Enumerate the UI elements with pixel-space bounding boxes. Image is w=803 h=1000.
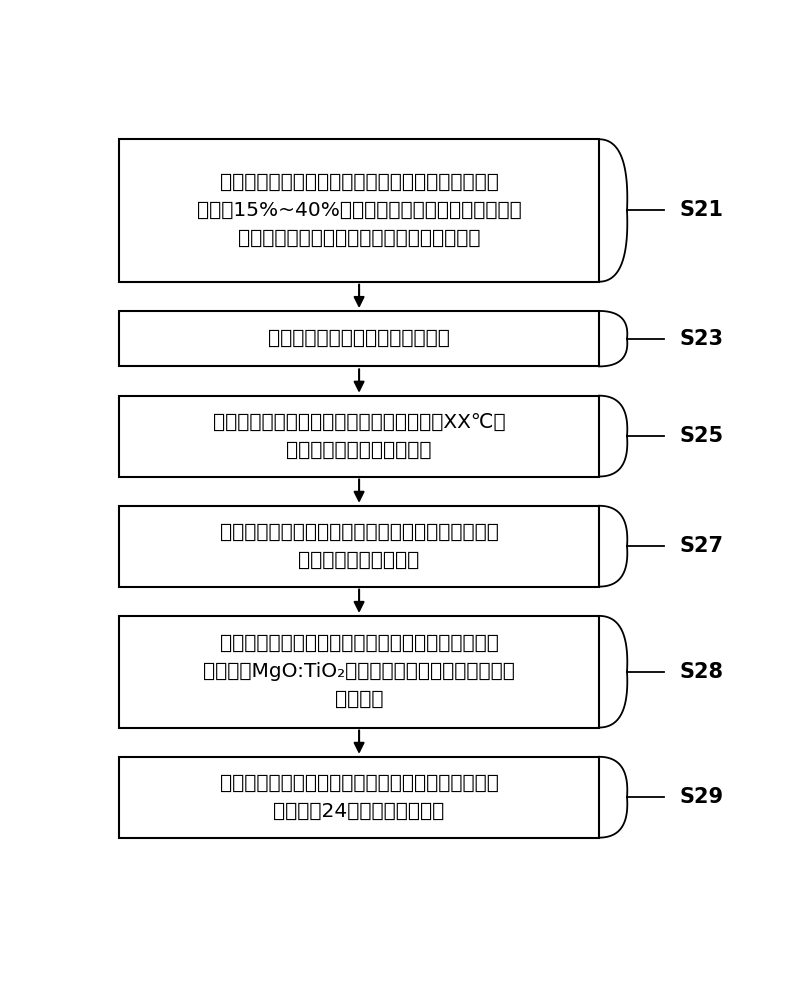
Bar <box>119 396 598 477</box>
Text: S29: S29 <box>679 787 724 807</box>
Bar <box>119 757 598 838</box>
Text: 将氧化锌和二氧化钛杂化电极浸入染料溶液中，避光
吸附染料24小时后清洗并干燥: 将氧化锌和二氧化钛杂化电极浸入染料溶液中，避光 吸附染料24小时后清洗并干燥 <box>219 774 498 821</box>
Bar <box>119 506 598 587</box>
Bar <box>119 139 598 282</box>
Bar <box>119 311 598 366</box>
Text: S28: S28 <box>679 662 723 682</box>
Text: 将经过煅烧的导电基底浸入含有镁离子的溶液中使二
氧化钛薄膜吸附镁离子: 将经过煅烧的导电基底浸入含有镁离子的溶液中使二 氧化钛薄膜吸附镁离子 <box>219 523 498 570</box>
Text: S27: S27 <box>679 536 723 556</box>
Text: S21: S21 <box>679 200 723 220</box>
Text: 将二氧化钛纳米晶颗粒加入溶剂中形成二氧化钛质量
浓度为15%~40%的胶体，之后向胶体中加入表面活
性剂和螯合剂，搅拌均匀后得到二氧化钛胶体: 将二氧化钛纳米晶颗粒加入溶剂中形成二氧化钛质量 浓度为15%~40%的胶体，之后… <box>197 173 521 248</box>
Text: 将导电基底进行煅烧，使吸附有镁离子的二氧化钛薄
膜转换为MgO:TiO₂多孔半导体杂化薄膜，从而得到
杂化电极: 将导电基底进行煅烧，使吸附有镁离子的二氧化钛薄 膜转换为MgO:TiO₂多孔半导… <box>203 634 515 709</box>
Bar <box>119 616 598 728</box>
Text: 将涂敷有二氧化钛胶体的导电基底干燥后在XX℃下
进行煅烧形成二氧化钛薄膜: 将涂敷有二氧化钛胶体的导电基底干燥后在XX℃下 进行煅烧形成二氧化钛薄膜 <box>213 413 505 460</box>
Text: S23: S23 <box>679 329 723 349</box>
Text: 将二氧化钛胶体涂敷在导电基底上: 将二氧化钛胶体涂敷在导电基底上 <box>268 329 450 348</box>
Text: S25: S25 <box>679 426 724 446</box>
